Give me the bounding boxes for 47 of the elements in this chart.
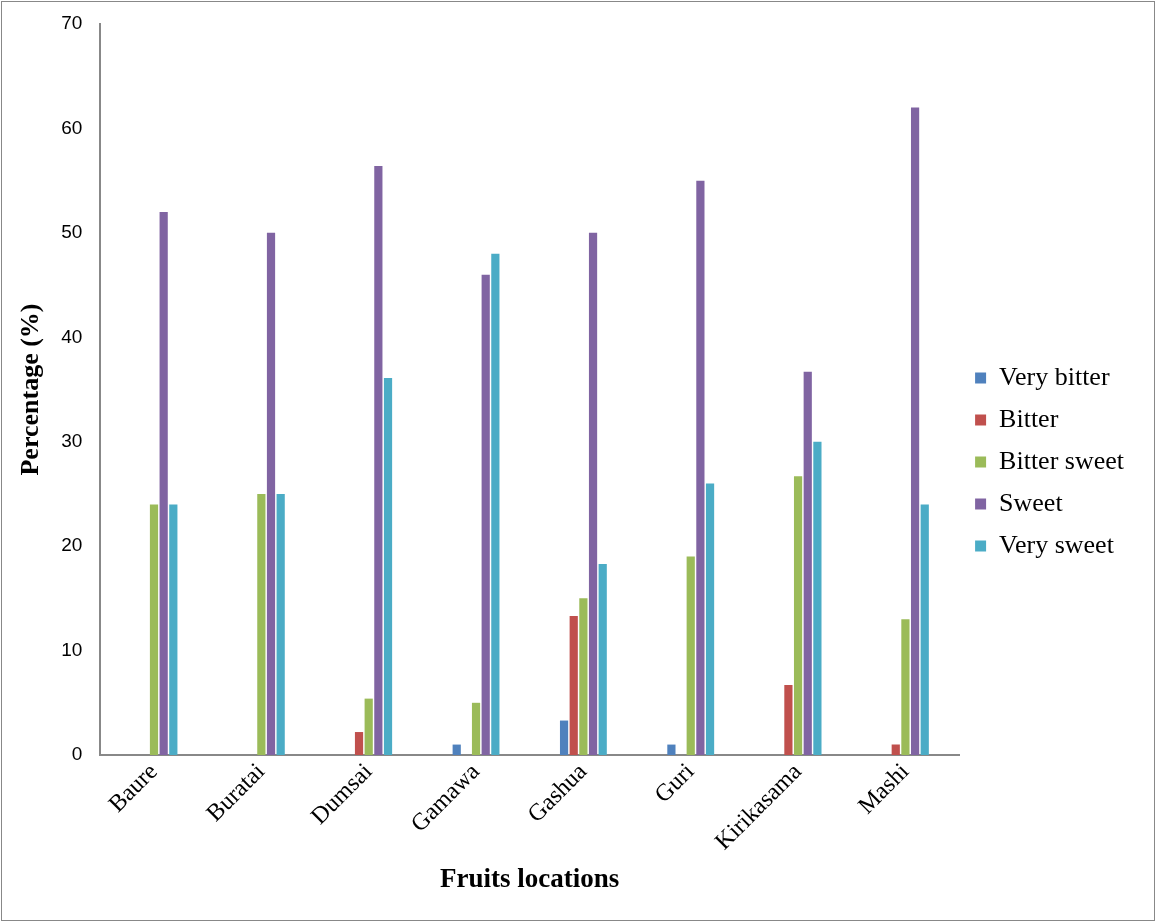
y-tick-label: 10 <box>61 638 83 660</box>
bar <box>159 211 168 756</box>
y-tick-label: 70 <box>61 12 83 34</box>
y-tick-label: 60 <box>61 116 83 138</box>
y-tick-label: 50 <box>61 221 83 243</box>
legend-label: Sweet <box>999 487 1064 517</box>
bar <box>686 556 695 756</box>
bar <box>588 232 598 756</box>
bar <box>149 504 159 756</box>
bar <box>705 483 715 756</box>
y-tick-label: 30 <box>61 429 83 451</box>
x-tick-label: Guri <box>649 757 699 808</box>
bar <box>491 253 500 756</box>
y-tick-label: 40 <box>61 325 83 347</box>
bar <box>374 166 383 756</box>
y-tick-label: 20 <box>61 534 83 556</box>
bar <box>667 744 676 756</box>
bar <box>920 504 929 756</box>
bar <box>813 441 822 756</box>
bar <box>559 720 569 756</box>
bar <box>452 744 461 756</box>
bar <box>471 702 481 756</box>
legend-label: Very sweet <box>999 529 1115 559</box>
y-axis-title: Percentage (%) <box>15 303 45 476</box>
bar <box>257 493 266 756</box>
bar <box>803 371 812 756</box>
bar <box>354 732 364 756</box>
x-axis-title: Fruits locations <box>440 862 620 893</box>
bar <box>383 378 393 756</box>
legend-label: Bitter sweet <box>999 445 1125 475</box>
legend-label: Bitter <box>999 403 1059 433</box>
bar <box>266 232 276 756</box>
bar <box>793 476 803 756</box>
bar <box>901 619 910 756</box>
bar <box>910 107 920 756</box>
bar <box>276 493 285 756</box>
legend-label: Very bitter <box>999 361 1110 391</box>
bar <box>569 616 578 756</box>
bar <box>364 698 373 756</box>
bar <box>891 744 900 756</box>
y-tick-label: 0 <box>71 743 83 765</box>
bar <box>481 274 490 756</box>
bar <box>598 563 607 756</box>
bar <box>579 598 588 756</box>
bar <box>784 685 793 756</box>
bar <box>696 180 705 756</box>
bar <box>169 504 178 756</box>
